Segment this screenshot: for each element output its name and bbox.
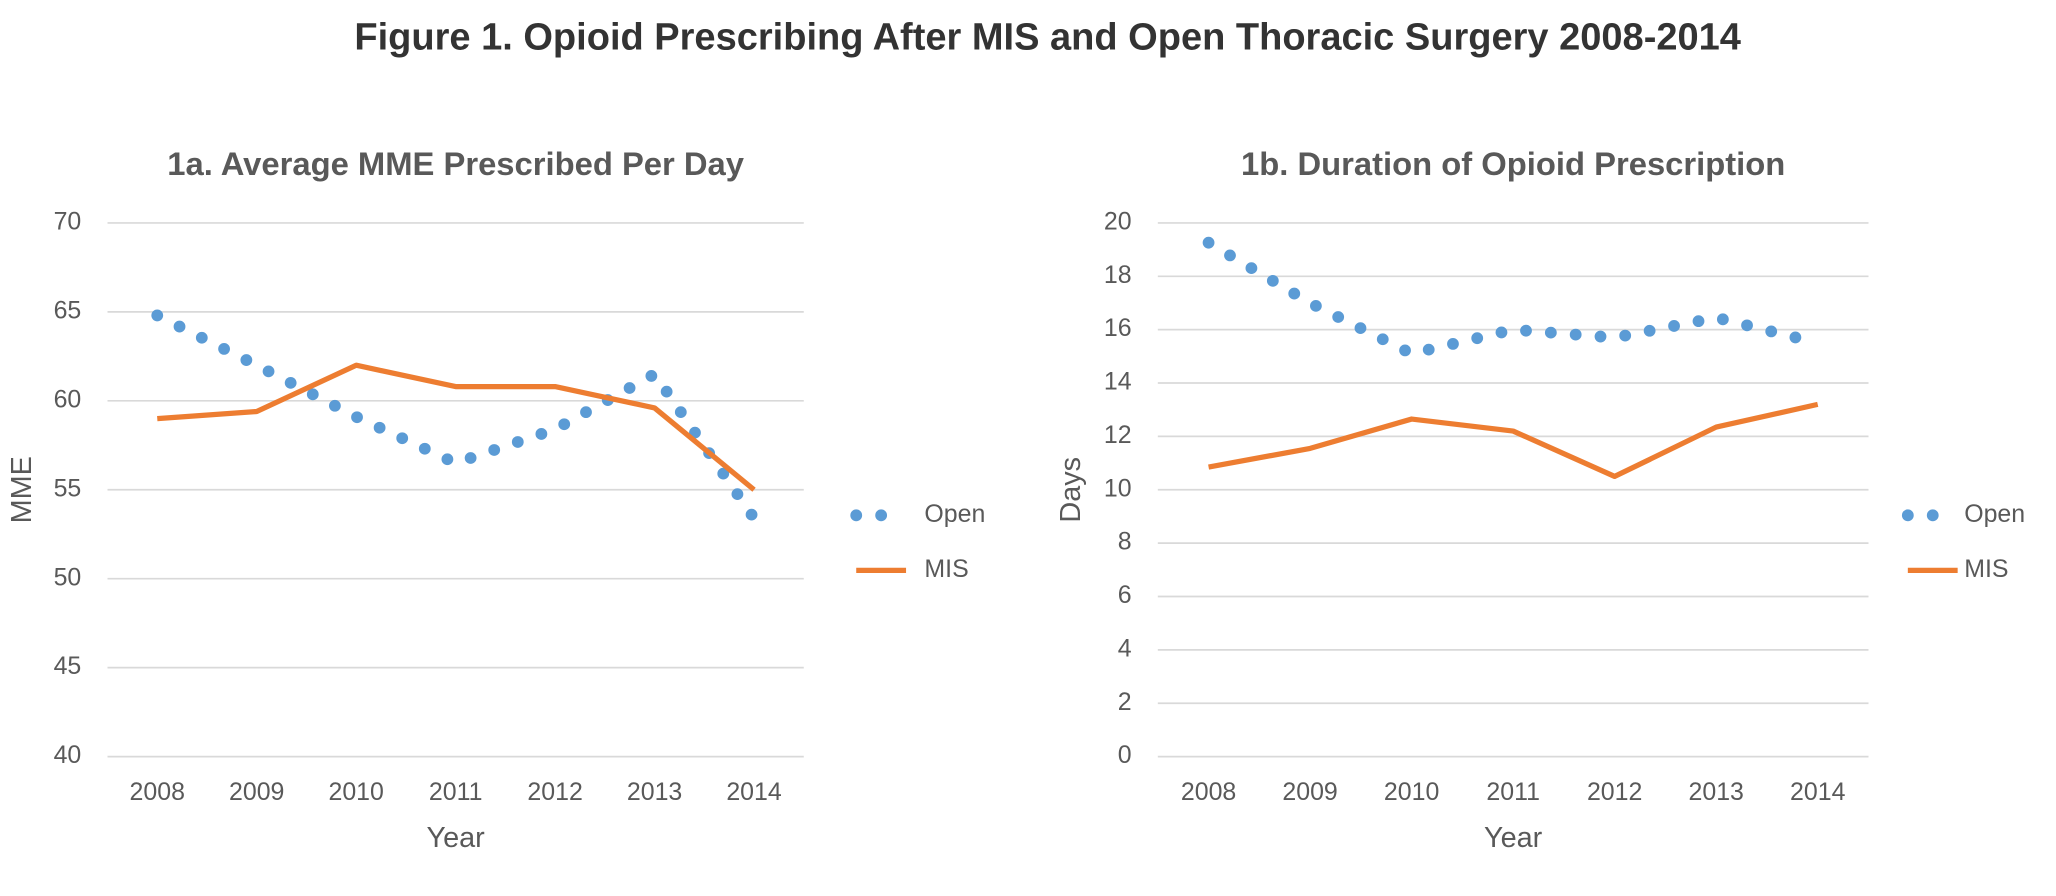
- y-tick-label: 55: [54, 474, 82, 502]
- legend-label: MIS: [1964, 555, 2008, 583]
- figure-title: Figure 1. Opioid Prescribing After MIS a…: [354, 16, 1741, 58]
- y-axis-label: MME: [6, 456, 38, 523]
- x-tick-label: 2008: [1181, 778, 1236, 806]
- x-tick-label: 2014: [1790, 778, 1846, 806]
- legend-label: Open: [1964, 500, 2025, 528]
- y-tick-label: 60: [54, 385, 82, 413]
- x-axis-label: Year: [427, 822, 486, 854]
- series-line: [1208, 401, 1819, 480]
- legend-label: MIS: [924, 555, 968, 583]
- y-tick-label: 6: [1118, 581, 1132, 609]
- y-axis-label: Days: [1055, 457, 1087, 523]
- series-line: [151, 309, 760, 525]
- x-tick-label: 2010: [1384, 778, 1439, 806]
- x-tick-label: 2010: [328, 778, 383, 806]
- x-tick-label: 2013: [627, 778, 682, 806]
- x-tick-label: 2011: [429, 778, 483, 806]
- x-tick-label: 2013: [1688, 778, 1743, 806]
- chart-title: 1a. Average MME Prescribed Per Day: [167, 145, 744, 182]
- x-tick-label: 2012: [1587, 778, 1642, 806]
- x-tick-label: 2009: [229, 778, 284, 806]
- y-tick-label: 10: [1104, 474, 1132, 502]
- chart-title: 1b. Duration of Opioid Prescription: [1241, 145, 1785, 182]
- x-tick-label: 2012: [527, 778, 582, 806]
- y-tick-label: 12: [1104, 421, 1132, 449]
- y-tick-label: 40: [54, 741, 82, 769]
- y-tick-label: 8: [1118, 528, 1132, 556]
- y-tick-label: 65: [54, 296, 82, 324]
- x-tick-label: 2011: [1486, 778, 1540, 806]
- y-tick-label: 20: [1104, 208, 1132, 236]
- y-tick-label: 4: [1118, 634, 1132, 662]
- y-tick-label: 14: [1104, 368, 1132, 396]
- y-tick-label: 16: [1104, 314, 1132, 342]
- y-tick-label: 70: [54, 208, 82, 236]
- y-tick-label: 2: [1118, 688, 1132, 716]
- legend-label: Open: [924, 500, 985, 528]
- y-tick-label: 45: [54, 652, 82, 680]
- series-line: [1202, 236, 1824, 360]
- series-line: [157, 362, 756, 492]
- x-axis-label: Year: [1484, 822, 1543, 854]
- y-tick-label: 50: [54, 563, 82, 591]
- y-tick-label: 0: [1118, 741, 1132, 769]
- y-tick-label: 18: [1104, 261, 1132, 289]
- x-tick-label: 2008: [130, 778, 185, 806]
- x-tick-label: 2009: [1282, 778, 1337, 806]
- x-tick-label: 2014: [726, 778, 782, 806]
